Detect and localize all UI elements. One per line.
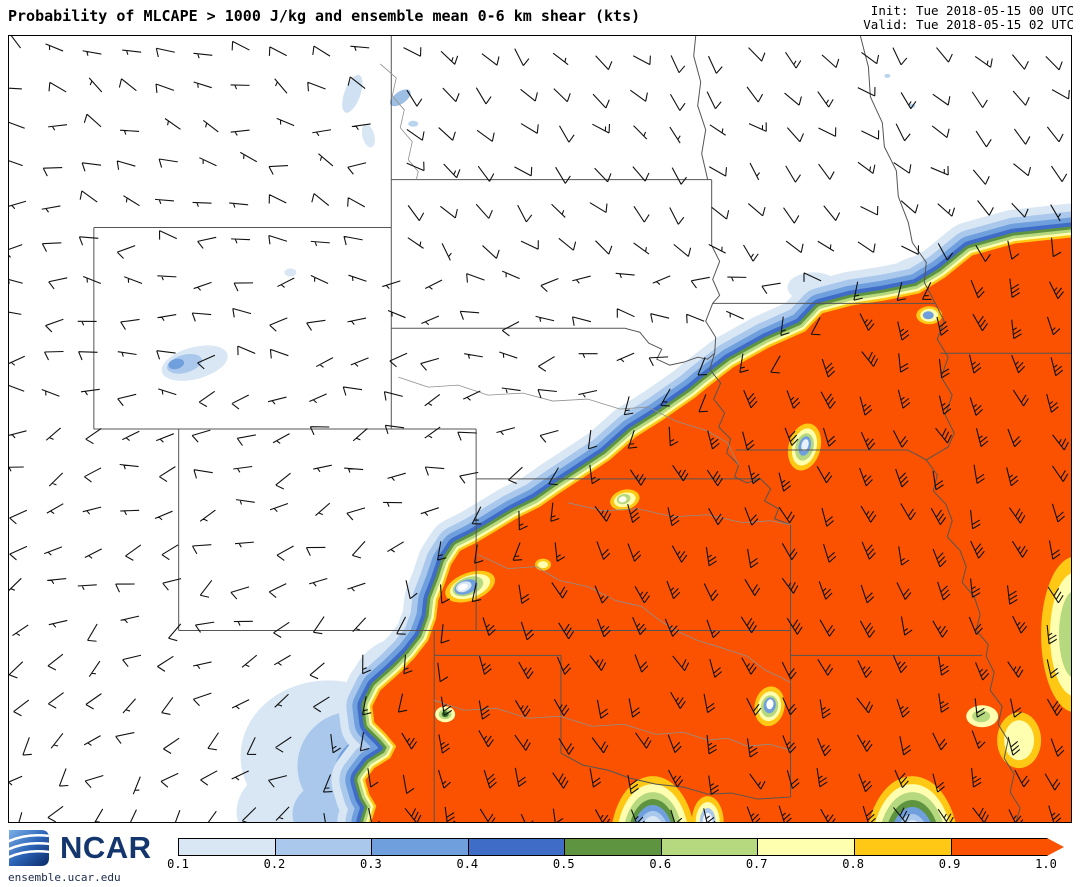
probability-contours [365,237,1071,822]
valid-time: Valid: Tue 2018-05-15 02 UTC [863,17,1074,32]
colorbar-segment [565,839,662,855]
colorbar-tick-label: 0.2 [263,857,286,871]
colorbar-tick-label: 1.0 [1035,857,1057,871]
colorbar-segment [758,839,855,855]
colorbar-tick-label: 0.5 [552,857,575,871]
rivers [380,63,791,751]
colorbar-tick-label: 0.1 [167,857,189,871]
ncar-logo: NCAR [6,827,152,869]
colorbar-segment [854,839,952,855]
colorbar [178,838,1048,856]
run-times: Init: Tue 2018-05-15 00 UTC Valid: Tue 2… [863,4,1074,32]
colorbar-tick-label: 0.3 [360,857,382,871]
colorbar-tick-label: 0.8 [842,857,864,871]
map-svg [9,36,1071,822]
colorbar-ticks: 0.1 0.2 0.3 0.4 0.5 0.6 0.7 0.8 0.9 1.0 [167,857,1057,872]
colorbar-tick-label: 0.4 [456,857,479,871]
logo-text: NCAR [60,830,152,865]
ncar-flag-icon [9,830,49,866]
init-time: Init: Tue 2018-05-15 00 UTC [870,3,1074,18]
colorbar-arrow [1047,838,1064,856]
colorbar-segment [372,839,469,855]
state-borders [93,36,1071,822]
colorbar-segment [661,839,759,855]
page-title: Probability of MLCAPE > 1000 J/kg and en… [8,7,641,25]
forecast-map [8,35,1072,823]
colorbar-segment [275,839,373,855]
colorbar-tick-label: 0.9 [938,857,961,871]
probability-holes [435,306,1071,822]
colorbar-tick-label: 0.6 [649,857,672,871]
colorbar-segment [951,839,1048,855]
colorbar-segment [179,839,276,855]
wind-barb-glyphs [9,36,1070,822]
colorbar-segment [468,839,566,855]
wind-barbs [9,36,1070,822]
site-url: ensemble.ucar.edu [8,871,121,884]
colorbar-tick-label: 0.7 [745,857,768,871]
